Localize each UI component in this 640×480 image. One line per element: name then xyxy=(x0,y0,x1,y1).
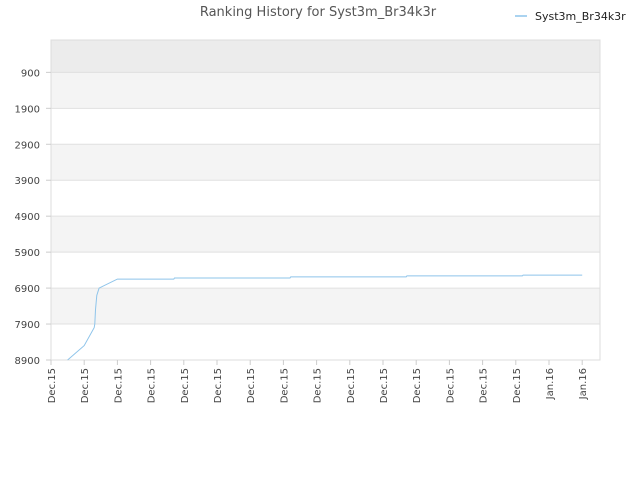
y-tick-label: 900 xyxy=(21,68,40,79)
plot-band xyxy=(51,144,600,181)
y-tick-label: 5900 xyxy=(15,248,40,259)
x-tick-label: Dec.15 xyxy=(80,368,91,403)
plot-band xyxy=(51,252,600,289)
y-tick-label: 1900 xyxy=(15,104,40,115)
x-tick-label: Jan.16 xyxy=(578,368,589,400)
plot-bands xyxy=(51,40,600,360)
x-tick-label: Dec.15 xyxy=(445,368,456,403)
x-tick-label: Dec.15 xyxy=(279,368,290,403)
plot-band xyxy=(51,108,600,145)
x-tick-label: Dec.15 xyxy=(412,368,423,403)
plot-band xyxy=(51,72,600,109)
x-tick-label: Dec.15 xyxy=(346,368,357,403)
plot-band xyxy=(51,324,600,360)
chart-title: Ranking History for Syst3m_Br34k3r xyxy=(200,5,437,20)
x-tick-label: Dec.15 xyxy=(379,368,390,403)
legend: Syst3m_Br34k3r xyxy=(515,10,626,23)
x-tick-label: Dec.15 xyxy=(47,368,58,403)
y-tick-label: 7900 xyxy=(15,320,40,331)
y-tick-label: 2900 xyxy=(15,140,40,151)
y-tick-label: 3900 xyxy=(15,176,40,187)
x-tick-label: Jan.16 xyxy=(545,368,556,400)
x-tick-label: Dec.15 xyxy=(213,368,224,403)
plot-band xyxy=(51,216,600,253)
plot-band xyxy=(51,40,600,73)
x-tick-label: Dec.15 xyxy=(313,368,324,403)
series-line xyxy=(67,274,583,361)
y-axis: 900 1900 2900 3900 4900 5900 6900 7900 8900 xyxy=(15,68,51,367)
x-tick-label: Dec.15 xyxy=(113,368,124,403)
y-tick-label: 6900 xyxy=(15,284,40,295)
x-tick-label: Dec.15 xyxy=(246,368,257,403)
x-tick-label: Dec.15 xyxy=(147,368,158,403)
x-tick-label: Dec.15 xyxy=(512,368,523,403)
plot-band xyxy=(51,180,600,217)
x-axis: Dec.15 Dec.15 Dec.15 Dec.15 Dec.15 Dec.15 Dec.… xyxy=(47,360,589,403)
x-tick-label: Dec.15 xyxy=(479,368,490,403)
x-tick-label: Dec.15 xyxy=(180,368,191,403)
legend-label: Syst3m_Br34k3r xyxy=(535,10,626,23)
plot-band xyxy=(51,288,600,325)
y-tick-label: 4900 xyxy=(15,212,40,223)
y-tick-label: 8900 xyxy=(15,356,40,367)
plot-frame xyxy=(50,39,601,361)
